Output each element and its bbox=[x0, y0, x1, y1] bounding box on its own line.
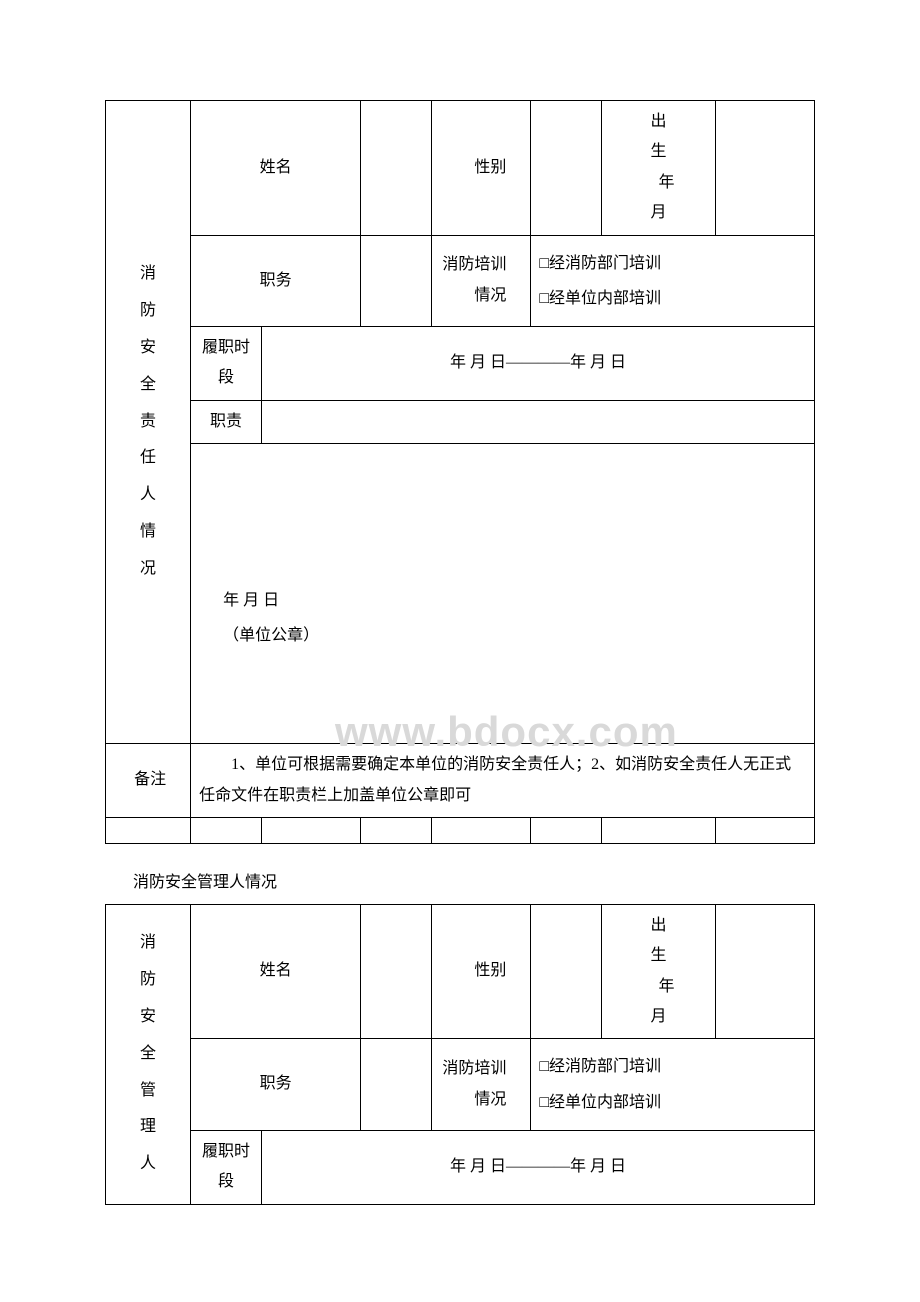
position-value bbox=[361, 235, 432, 326]
training-label: 消防培训情况 bbox=[432, 235, 531, 326]
side-label-text: 消防安全责任人情况 bbox=[110, 256, 186, 587]
gender-label: 性别 bbox=[432, 101, 531, 236]
term-value-2: 年 月 日————年 月 日 bbox=[261, 1130, 814, 1204]
position-value-2 bbox=[361, 1039, 432, 1130]
training-options-2: □经消防部门培训 □经单位内部培训 bbox=[531, 1039, 815, 1130]
training-label-2: 消防培训情况 bbox=[432, 1039, 531, 1130]
side-label-manager-text: 消防安全管理人 bbox=[110, 925, 186, 1183]
section2-title: 消防安全管理人情况 bbox=[133, 868, 815, 892]
dob-value-2 bbox=[715, 904, 814, 1039]
position-label: 职务 bbox=[191, 235, 361, 326]
gender-label-2: 性别 bbox=[432, 904, 531, 1039]
dob-value bbox=[715, 101, 814, 236]
gender-value-2 bbox=[531, 904, 602, 1039]
name-label: 姓名 bbox=[191, 101, 361, 236]
training-opt1-2: □经消防部门培训 bbox=[539, 1049, 806, 1084]
manager-table: 消防安全管理人 姓名 性别 出生 年月 职务 消防培训情况 □经消防部门培训 □… bbox=[105, 904, 815, 1205]
term-label: 履职时段 bbox=[191, 326, 262, 400]
duty-value bbox=[261, 400, 814, 443]
seal-cell: 年 月 日 （单位公章） bbox=[191, 444, 815, 744]
seal-stamp: （单位公章） bbox=[223, 618, 806, 653]
term-label-2: 履职时段 bbox=[191, 1130, 262, 1204]
seal-date: 年 月 日 bbox=[223, 583, 806, 618]
duty-label: 职责 bbox=[191, 400, 262, 443]
remark-text: 1、单位可根据需要确定本单位的消防安全责任人；2、如消防安全责任人无正式任命文件… bbox=[191, 744, 815, 818]
side-label-responsible: 消防安全责任人情况 bbox=[106, 101, 191, 744]
responsible-person-table: 消防安全责任人情况 姓名 性别 出生 年月 职务 消防培训情况 □经消防部门培训… bbox=[105, 100, 815, 844]
training-opt2-2: □经单位内部培训 bbox=[539, 1085, 806, 1120]
training-opt2: □经单位内部培训 bbox=[539, 281, 806, 316]
name-label-2: 姓名 bbox=[191, 904, 361, 1039]
remark-label: 备注 bbox=[106, 744, 191, 818]
dob-label: 出生 年月 bbox=[602, 101, 715, 236]
gender-value bbox=[531, 101, 602, 236]
dob-label-2: 出生 年月 bbox=[602, 904, 715, 1039]
term-value: 年 月 日————年 月 日 bbox=[261, 326, 814, 400]
position-label-2: 职务 bbox=[191, 1039, 361, 1130]
training-opt1: □经消防部门培训 bbox=[539, 246, 806, 281]
training-options: □经消防部门培训 □经单位内部培训 bbox=[531, 235, 815, 326]
name-value-2 bbox=[361, 904, 432, 1039]
side-label-manager: 消防安全管理人 bbox=[106, 904, 191, 1204]
name-value bbox=[361, 101, 432, 236]
